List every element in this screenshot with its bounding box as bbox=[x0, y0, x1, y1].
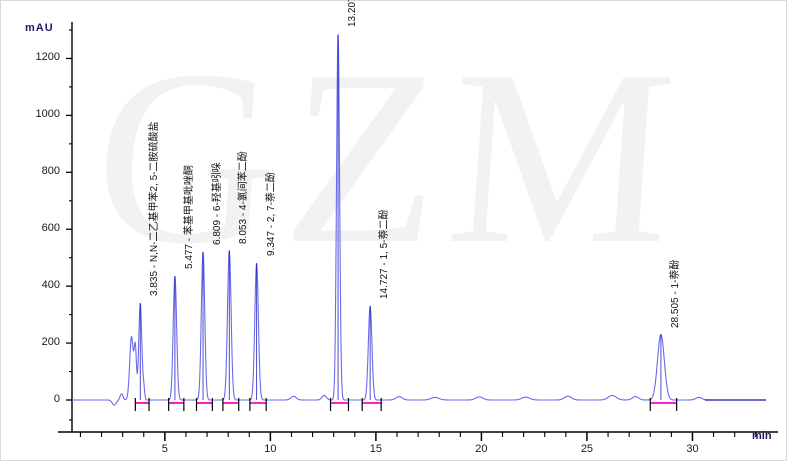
x-axis-tick-label: 5 bbox=[161, 443, 168, 455]
y-axis-tick-label: 1200 bbox=[35, 51, 60, 64]
peak-label: 13.207 - N-苯基对苯二胺 bbox=[343, 0, 358, 27]
y-axis-tick-label: 600 bbox=[41, 222, 60, 235]
x-axis-title: min bbox=[752, 430, 772, 442]
x-axis-tick-label: 10 bbox=[264, 443, 277, 455]
peak-label: 14.727 - 1, 5-萘二酚 bbox=[379, 209, 391, 300]
peak-label: 28.505 - 1-萘酚 bbox=[669, 259, 681, 328]
peak-label: 9.347 - 2, 7-萘二酚 bbox=[265, 172, 277, 257]
y-axis-tick-label: 200 bbox=[41, 336, 60, 349]
x-axis-tick-label: 30 bbox=[686, 443, 699, 455]
x-axis-tick-label: 15 bbox=[369, 443, 383, 455]
peak-label: 5.477 - 苯基甲基吡唑酮 bbox=[183, 165, 195, 270]
y-axis-tick-label: 800 bbox=[41, 165, 60, 178]
y-axis-tick-label: 400 bbox=[41, 279, 60, 292]
y-axis-tick-label: 0 bbox=[53, 393, 60, 405]
y-axis-tick-label: 1000 bbox=[35, 108, 60, 121]
peak-label: 3.835 - N,N-二乙基甲苯2, 5-二胺硫酸盐 bbox=[149, 121, 161, 297]
peak-label: 8.053 - 4-氯间苯二酚 bbox=[238, 150, 250, 244]
chromatogram-trace bbox=[71, 34, 761, 406]
peak-label: 6.809 - 6-羟基吲哚 bbox=[212, 162, 224, 245]
y-axis-title: mAU bbox=[25, 22, 54, 34]
x-axis-tick-label: 25 bbox=[580, 443, 594, 455]
x-axis-tick-label: 20 bbox=[475, 443, 488, 455]
